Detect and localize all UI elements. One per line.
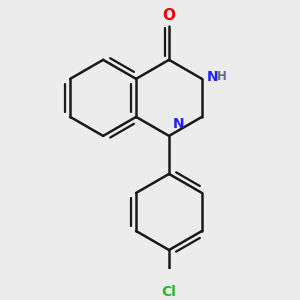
Text: N: N [206,70,218,84]
Text: O: O [163,8,176,22]
Text: Cl: Cl [162,285,176,299]
Text: N: N [173,117,184,131]
Text: H: H [217,70,227,83]
